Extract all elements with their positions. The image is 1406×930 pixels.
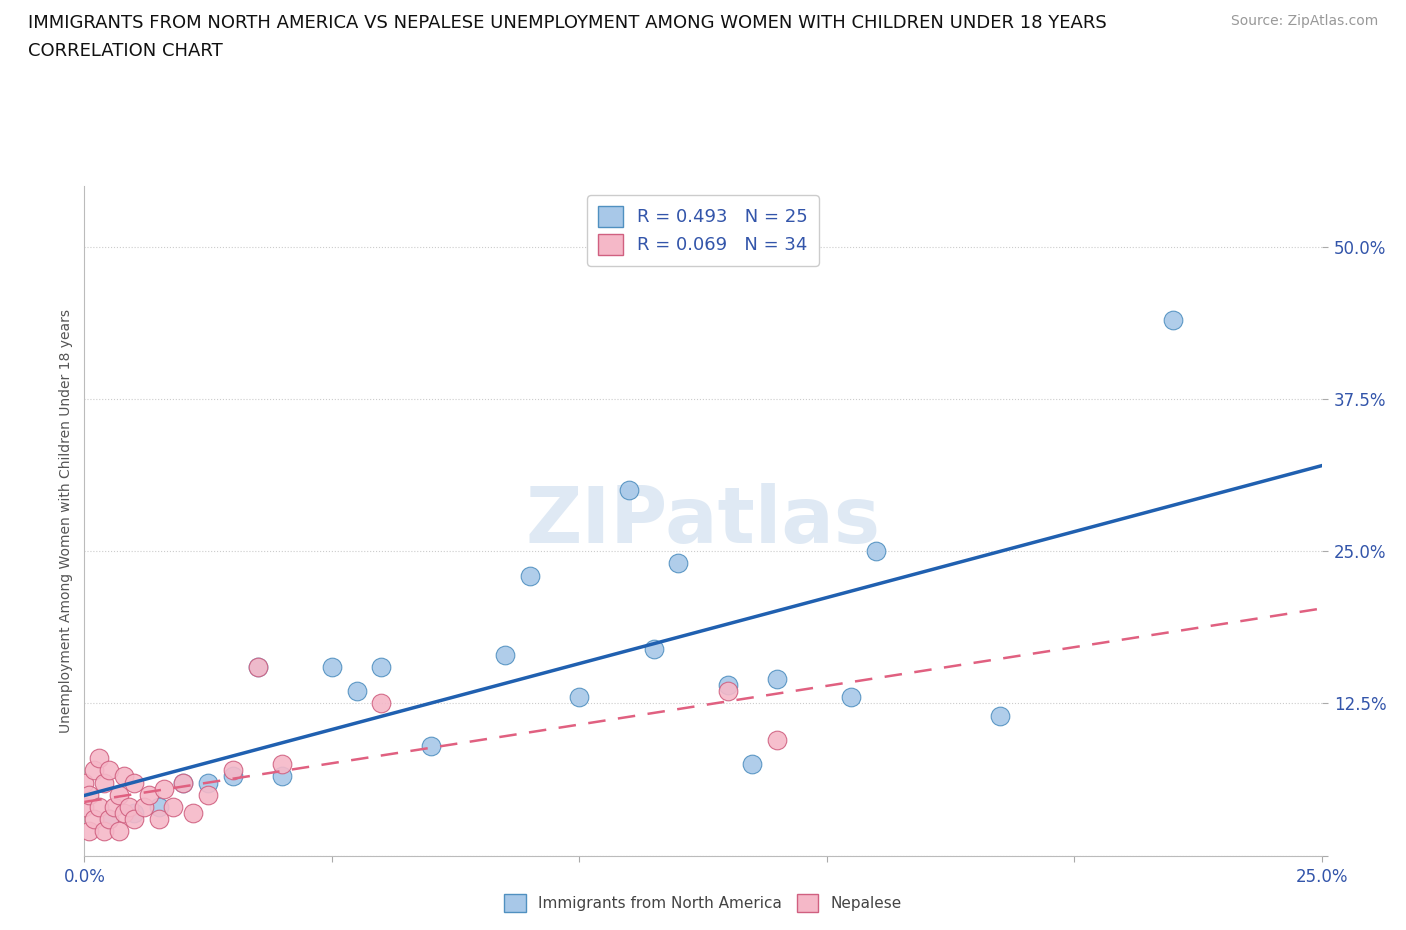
Point	[370, 659, 392, 674]
Point	[93, 824, 115, 839]
Point	[246, 659, 269, 674]
Point	[118, 800, 141, 815]
Text: ZIPatlas: ZIPatlas	[526, 483, 880, 559]
Text: Source: ZipAtlas.com: Source: ZipAtlas.com	[1230, 14, 1378, 28]
Point	[148, 812, 170, 827]
Point	[83, 812, 105, 827]
Point	[112, 769, 135, 784]
Point	[370, 696, 392, 711]
Point	[717, 684, 740, 698]
Point	[181, 805, 204, 820]
Point	[717, 678, 740, 693]
Point	[419, 738, 441, 753]
Point	[321, 659, 343, 674]
Y-axis label: Unemployment Among Women with Children Under 18 years: Unemployment Among Women with Children U…	[59, 309, 73, 733]
Point	[172, 775, 194, 790]
Point	[346, 684, 368, 698]
Point	[122, 775, 145, 790]
Point	[152, 781, 174, 796]
Point	[841, 690, 863, 705]
Point	[494, 647, 516, 662]
Text: IMMIGRANTS FROM NORTH AMERICA VS NEPALESE UNEMPLOYMENT AMONG WOMEN WITH CHILDREN: IMMIGRANTS FROM NORTH AMERICA VS NEPALES…	[28, 14, 1107, 32]
Legend: R = 0.493   N = 25, R = 0.069   N = 34: R = 0.493 N = 25, R = 0.069 N = 34	[586, 195, 820, 266]
Point	[108, 788, 131, 803]
Point	[643, 641, 665, 656]
Point	[246, 659, 269, 674]
Point	[988, 708, 1011, 723]
Point	[98, 812, 121, 827]
Point	[568, 690, 591, 705]
Point	[519, 568, 541, 583]
Point	[103, 800, 125, 815]
Point	[98, 763, 121, 777]
Text: CORRELATION CHART: CORRELATION CHART	[28, 42, 224, 60]
Point	[222, 763, 245, 777]
Point	[89, 751, 111, 765]
Legend: Immigrants from North America, Nepalese: Immigrants from North America, Nepalese	[498, 888, 908, 918]
Point	[122, 805, 145, 820]
Point	[1161, 312, 1184, 327]
Point	[73, 775, 96, 790]
Point	[132, 800, 155, 815]
Point	[108, 824, 131, 839]
Point	[89, 800, 111, 815]
Point	[83, 763, 105, 777]
Point	[79, 824, 101, 839]
Point	[172, 775, 194, 790]
Point	[112, 805, 135, 820]
Point	[766, 671, 789, 686]
Point	[79, 788, 101, 803]
Point	[617, 483, 640, 498]
Point	[98, 812, 121, 827]
Point	[122, 812, 145, 827]
Point	[271, 757, 294, 772]
Point	[148, 800, 170, 815]
Point	[271, 769, 294, 784]
Point	[666, 556, 689, 571]
Point	[197, 788, 219, 803]
Point	[766, 733, 789, 748]
Point	[222, 769, 245, 784]
Point	[741, 757, 763, 772]
Point	[73, 800, 96, 815]
Point	[197, 775, 219, 790]
Point	[93, 775, 115, 790]
Point	[865, 544, 887, 559]
Point	[138, 788, 160, 803]
Point	[162, 800, 184, 815]
